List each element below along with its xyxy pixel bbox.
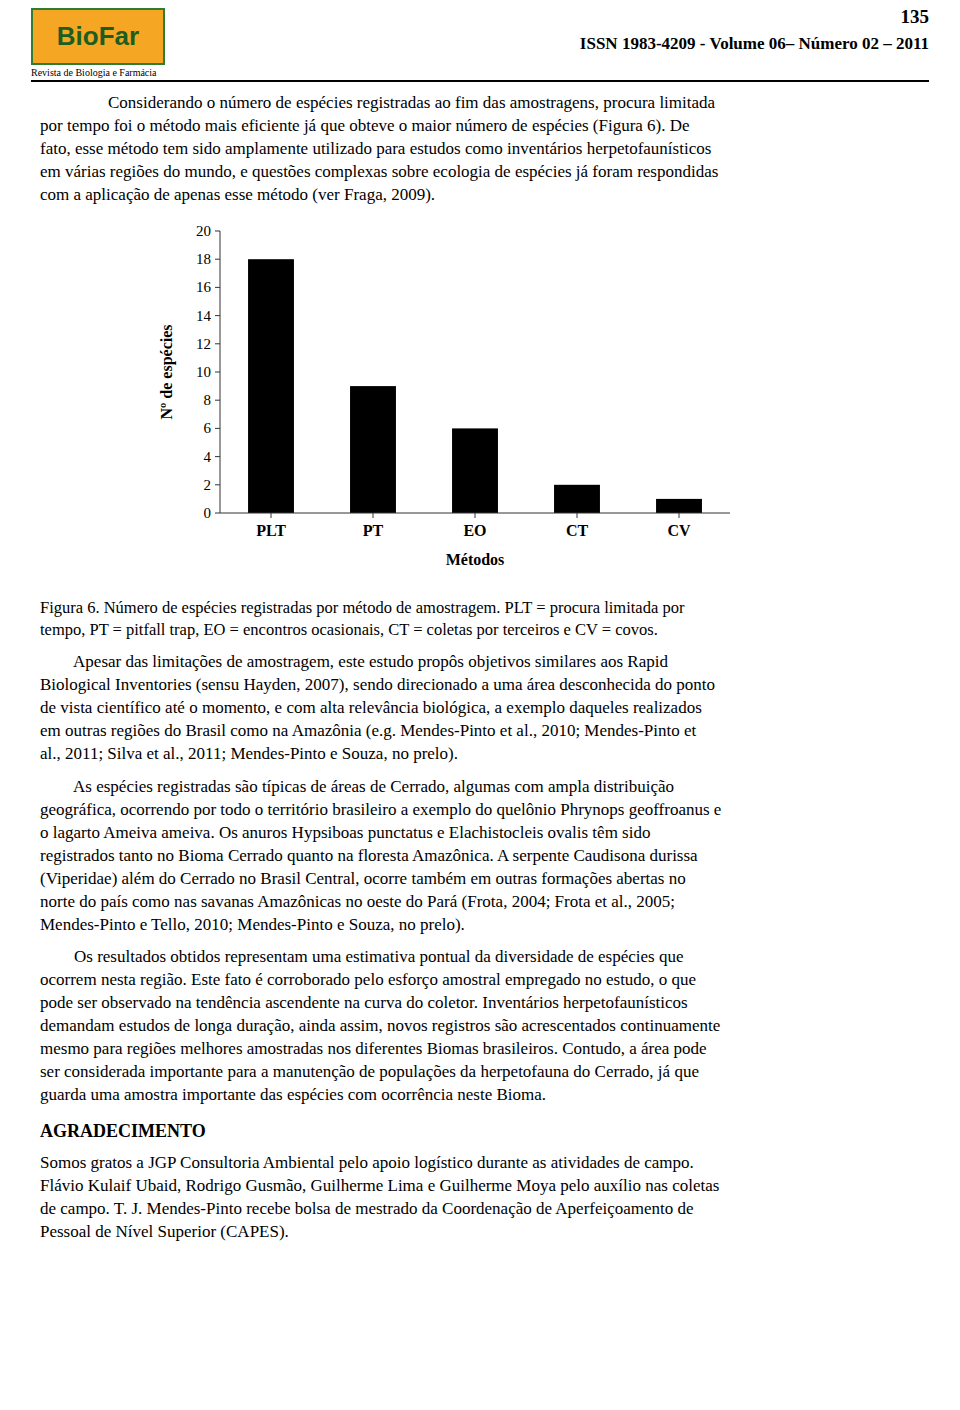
page-number: 135 <box>901 6 930 28</box>
y-tick <box>215 484 220 485</box>
bar <box>350 386 396 513</box>
y-tick <box>215 230 220 231</box>
y-tick-label: 16 <box>196 279 212 295</box>
y-tick-label: 4 <box>204 448 212 464</box>
acknowledgement-text: Somos gratos a JGP Consultoria Ambiental… <box>40 1152 929 1244</box>
x-tick-label: CT <box>566 522 589 539</box>
y-axis-label: Nº de espécies <box>158 324 176 419</box>
x-tick-label: CV <box>667 522 691 539</box>
bar <box>554 484 600 512</box>
y-tick-label: 6 <box>204 420 212 436</box>
y-tick <box>215 399 220 400</box>
y-tick-label: 14 <box>196 307 212 323</box>
acknowledgement-heading: AGRADECIMENTO <box>40 1121 929 1142</box>
y-tick-label: 18 <box>196 251 211 267</box>
y-tick-label: 10 <box>196 364 211 380</box>
x-tick-label: PLT <box>256 522 286 539</box>
content: Considerando o número de espécies regist… <box>40 84 929 1244</box>
y-tick <box>215 343 220 344</box>
issn-header: ISSN 1983-4209 - Volume 06– Número 02 – … <box>580 34 929 54</box>
y-tick <box>215 512 220 513</box>
chart: 0 2 4 6 8 10 12 14 16 18 20 PLT PT EO CT CV Métodos Nº de… <box>40 217 929 587</box>
logo: BioFar <box>31 8 165 65</box>
y-tick <box>215 287 220 288</box>
y-tick <box>215 258 220 259</box>
bar <box>656 499 702 513</box>
y-tick-label: 8 <box>204 392 212 408</box>
x-tick <box>679 513 680 518</box>
y-ticks: 0 2 4 6 8 10 12 14 16 18 20 <box>196 223 220 521</box>
figure-caption: Figura 6. Número de espécies registradas… <box>40 597 929 642</box>
x-tick <box>373 513 374 518</box>
y-tick-label: 12 <box>196 335 211 351</box>
header: BioFarRevista de Biologia e Farmácia135I… <box>40 0 929 84</box>
y-tick-label: 2 <box>204 476 212 492</box>
separator <box>31 80 929 82</box>
paragraph: As espécies registradas são típicas de á… <box>40 776 929 937</box>
y-tick <box>215 428 220 429</box>
paragraph: Os resultados obtidos representam uma es… <box>40 946 929 1107</box>
y-tick-label: 20 <box>196 223 211 239</box>
intro-paragraph: Considerando o número de espécies regist… <box>40 92 929 207</box>
paragraph: Apesar das limitações de amostragem, est… <box>40 651 929 766</box>
bars <box>248 259 702 513</box>
x-tick-label: PT <box>363 522 384 539</box>
page: BioFar Revista de Biologia e Farmácia 135 I… <box>0 0 960 1410</box>
x-tick <box>271 513 272 518</box>
y-axis <box>220 231 221 513</box>
bar <box>248 259 294 513</box>
x-tick <box>577 513 578 518</box>
x-axis-label: Métodos <box>446 551 505 568</box>
bar <box>452 428 498 513</box>
y-tick <box>215 371 220 372</box>
y-tick <box>215 456 220 457</box>
x-ticks: PLT PT EO CT CV <box>256 513 691 539</box>
logo-subtitle: Revista de Biologia e Farmácia <box>31 67 157 78</box>
y-tick-label: 0 <box>204 505 212 521</box>
y-tick <box>215 315 220 316</box>
x-tick <box>475 513 476 518</box>
x-tick-label: EO <box>463 522 486 539</box>
